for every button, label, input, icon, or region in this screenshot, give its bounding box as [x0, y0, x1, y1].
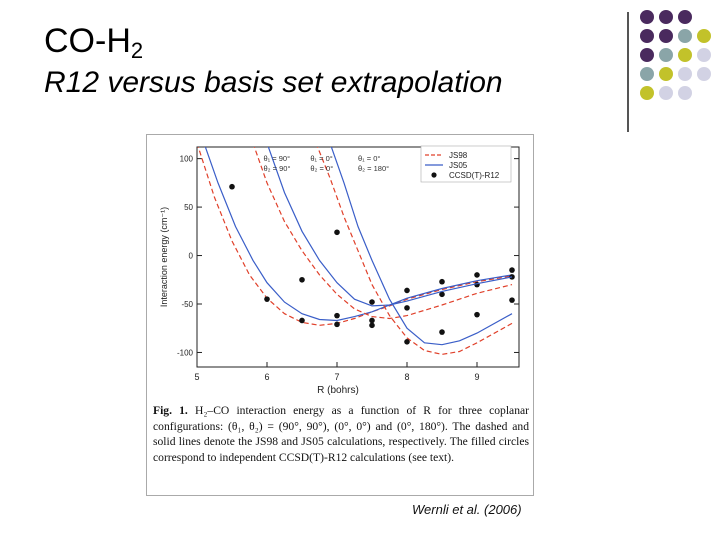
ccsd-point-90-90 — [264, 296, 270, 302]
legend-label: JS05 — [449, 161, 468, 170]
plot-frame — [196, 146, 520, 368]
js05-curve-90-90 — [204, 147, 513, 322]
ccsd-point-90-90 — [334, 321, 340, 328]
js98-curve-90-90 — [197, 147, 513, 326]
angle-annotation: θ₁ = 90° — [264, 154, 291, 163]
decor-dot — [640, 86, 654, 100]
series-group — [197, 147, 515, 356]
caption-text: H₂–CO interaction energy as a function o… — [153, 404, 530, 464]
decor-dot — [678, 86, 692, 100]
ccsd-point-0-180 — [474, 311, 480, 318]
decor-dot — [659, 86, 673, 100]
x-tick-label: 8 — [404, 372, 409, 382]
ccsd-point-0-0 — [299, 276, 305, 283]
angle-annotation: θ₂ = 180° — [358, 164, 389, 173]
js98-curve-0-180 — [316, 147, 513, 356]
y-tick-label: 100 — [180, 155, 194, 164]
legend-label: CCSD(T)-R12 — [449, 171, 500, 180]
decor-dot — [659, 48, 673, 62]
decor-dot — [697, 67, 711, 81]
decor-dot — [659, 29, 673, 43]
decor-dot — [678, 67, 692, 81]
x-tick-label: 6 — [264, 372, 269, 382]
ccsd-point-90-90 — [404, 305, 410, 311]
ccsd-point-90-90 — [439, 291, 445, 298]
angle-annotation: θ₂ = 0° — [310, 164, 333, 173]
figure-panel: 5 6 7 8 9 100 50 0 -50 -100 R (bohrs) Interaction e… — [146, 134, 534, 496]
ccsd-point-90-90 — [299, 317, 305, 324]
decor-dot — [678, 29, 692, 43]
ccsd-point-0-180 — [509, 297, 515, 303]
y-tick-label: -100 — [177, 348, 194, 357]
slide-subtitle: R12 versus basis set extrapolation — [44, 66, 503, 99]
decor-vertical-line — [627, 12, 629, 132]
decor-dot — [659, 10, 673, 24]
ccsd-point-0-180 — [404, 339, 410, 345]
ccsd-point-0-180 — [334, 229, 340, 236]
decor-dot — [640, 67, 654, 81]
legend-label: JS98 — [449, 151, 468, 160]
ccsd-point-0-0 — [439, 278, 445, 285]
decor-dot — [640, 29, 654, 43]
decor-dot — [678, 10, 692, 24]
ccsd-point-90-90 — [369, 322, 375, 329]
y-axis-label: Interaction energy (cm⁻¹) — [159, 207, 169, 307]
decor-dot — [697, 48, 711, 62]
ccsd-point-90-90 — [229, 183, 235, 190]
legend-swatch-ccsd — [431, 172, 437, 178]
decor-dot — [640, 48, 654, 62]
x-tick-label: 7 — [334, 372, 339, 382]
y-tick-label: -50 — [181, 300, 193, 309]
decor-dot-grid — [640, 10, 720, 130]
angle-annotation: θ₁ = 0° — [310, 154, 332, 163]
decor-dot — [697, 29, 711, 43]
x-axis-label: R (bohrs) — [317, 385, 359, 396]
x-tick-label: 5 — [194, 372, 199, 382]
ccsd-point-0-0 — [509, 267, 515, 273]
angle-annotation: θ₁ = 0° — [358, 154, 380, 163]
caption-label: Fig. 1. — [153, 404, 188, 417]
slide-title: CO-H2 — [44, 22, 144, 63]
ccsd-point-0-0 — [334, 312, 340, 319]
ccsd-point-0-0 — [369, 299, 375, 305]
x-tick-label: 9 — [474, 372, 479, 382]
figure-caption: Fig. 1. H₂–CO interaction energy as a fu… — [153, 403, 529, 465]
y-tick-label: 50 — [184, 203, 193, 212]
ccsd-point-0-180 — [439, 329, 445, 335]
ccsd-point-0-180 — [369, 317, 375, 324]
ccsd-point-0-0 — [474, 272, 480, 278]
decor-dot — [640, 10, 654, 24]
ccsd-point-0-0 — [404, 287, 410, 294]
interaction-energy-chart: 5 6 7 8 9 100 50 0 -50 -100 R (bohrs) Interaction e… — [159, 145, 520, 396]
decor-dot — [659, 67, 673, 81]
js05-curve-0-180 — [330, 147, 513, 346]
ccsd-point-90-90 — [509, 274, 515, 280]
y-tick-label: 0 — [189, 252, 194, 261]
decor-dot — [678, 48, 692, 62]
angle-annotation: θ₂ = 90° — [264, 164, 291, 173]
citation-credit: Wernli et al. (2006) — [412, 502, 522, 517]
js98-curve-0-0 — [253, 147, 513, 320]
js05-curve-0-0 — [267, 147, 513, 307]
